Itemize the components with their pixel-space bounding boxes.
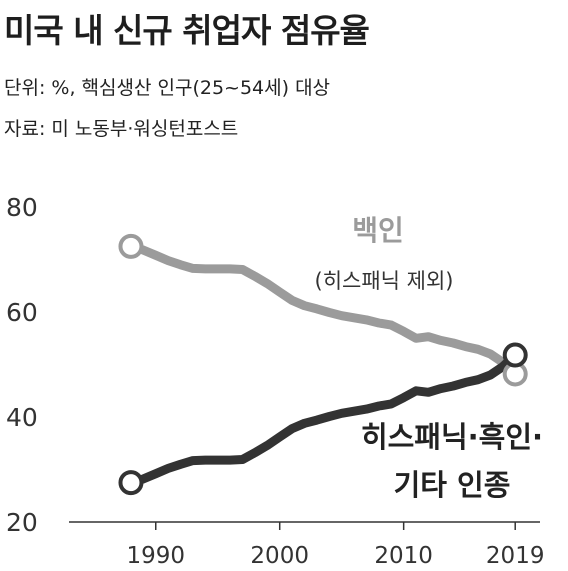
series-1-start-point xyxy=(118,470,144,496)
series-label-white: 백인 xyxy=(352,214,404,247)
series-1-end-point xyxy=(502,342,528,368)
y-tick-label-60: 60 xyxy=(6,298,38,327)
series-line-1 xyxy=(126,350,520,488)
axes: 1990 2000 2010 2019 20 40 60 80 xyxy=(6,193,544,569)
x-tick-label-1990: 1990 xyxy=(126,543,185,569)
series-markers xyxy=(118,233,528,496)
chart-source-note: 자료: 미 노동부·워싱턴포스트 xyxy=(4,118,239,140)
series-label-other-line2: 기타 인종 xyxy=(394,468,511,502)
y-tick-label-20: 20 xyxy=(6,508,38,537)
chart-unit-note: 단위: %, 핵심생산 인구(25~54세) 대상 xyxy=(4,77,331,99)
x-tick-label-2010: 2010 xyxy=(374,543,433,569)
y-tick-label-40: 40 xyxy=(6,403,38,432)
series-line-0 xyxy=(126,241,520,379)
chart-title: 미국 내 신규 취업자 점유율 xyxy=(4,11,370,50)
series-note-white: (히스패닉 제외) xyxy=(315,269,454,293)
x-tick-label-2019: 2019 xyxy=(486,543,545,569)
series-0-start-point xyxy=(118,233,144,259)
x-tick-label-2000: 2000 xyxy=(250,543,309,569)
series-lines xyxy=(126,241,520,488)
series-label-other-line1: 히스패닉·흑인· xyxy=(361,420,543,454)
y-tick-label-80: 80 xyxy=(6,193,38,222)
